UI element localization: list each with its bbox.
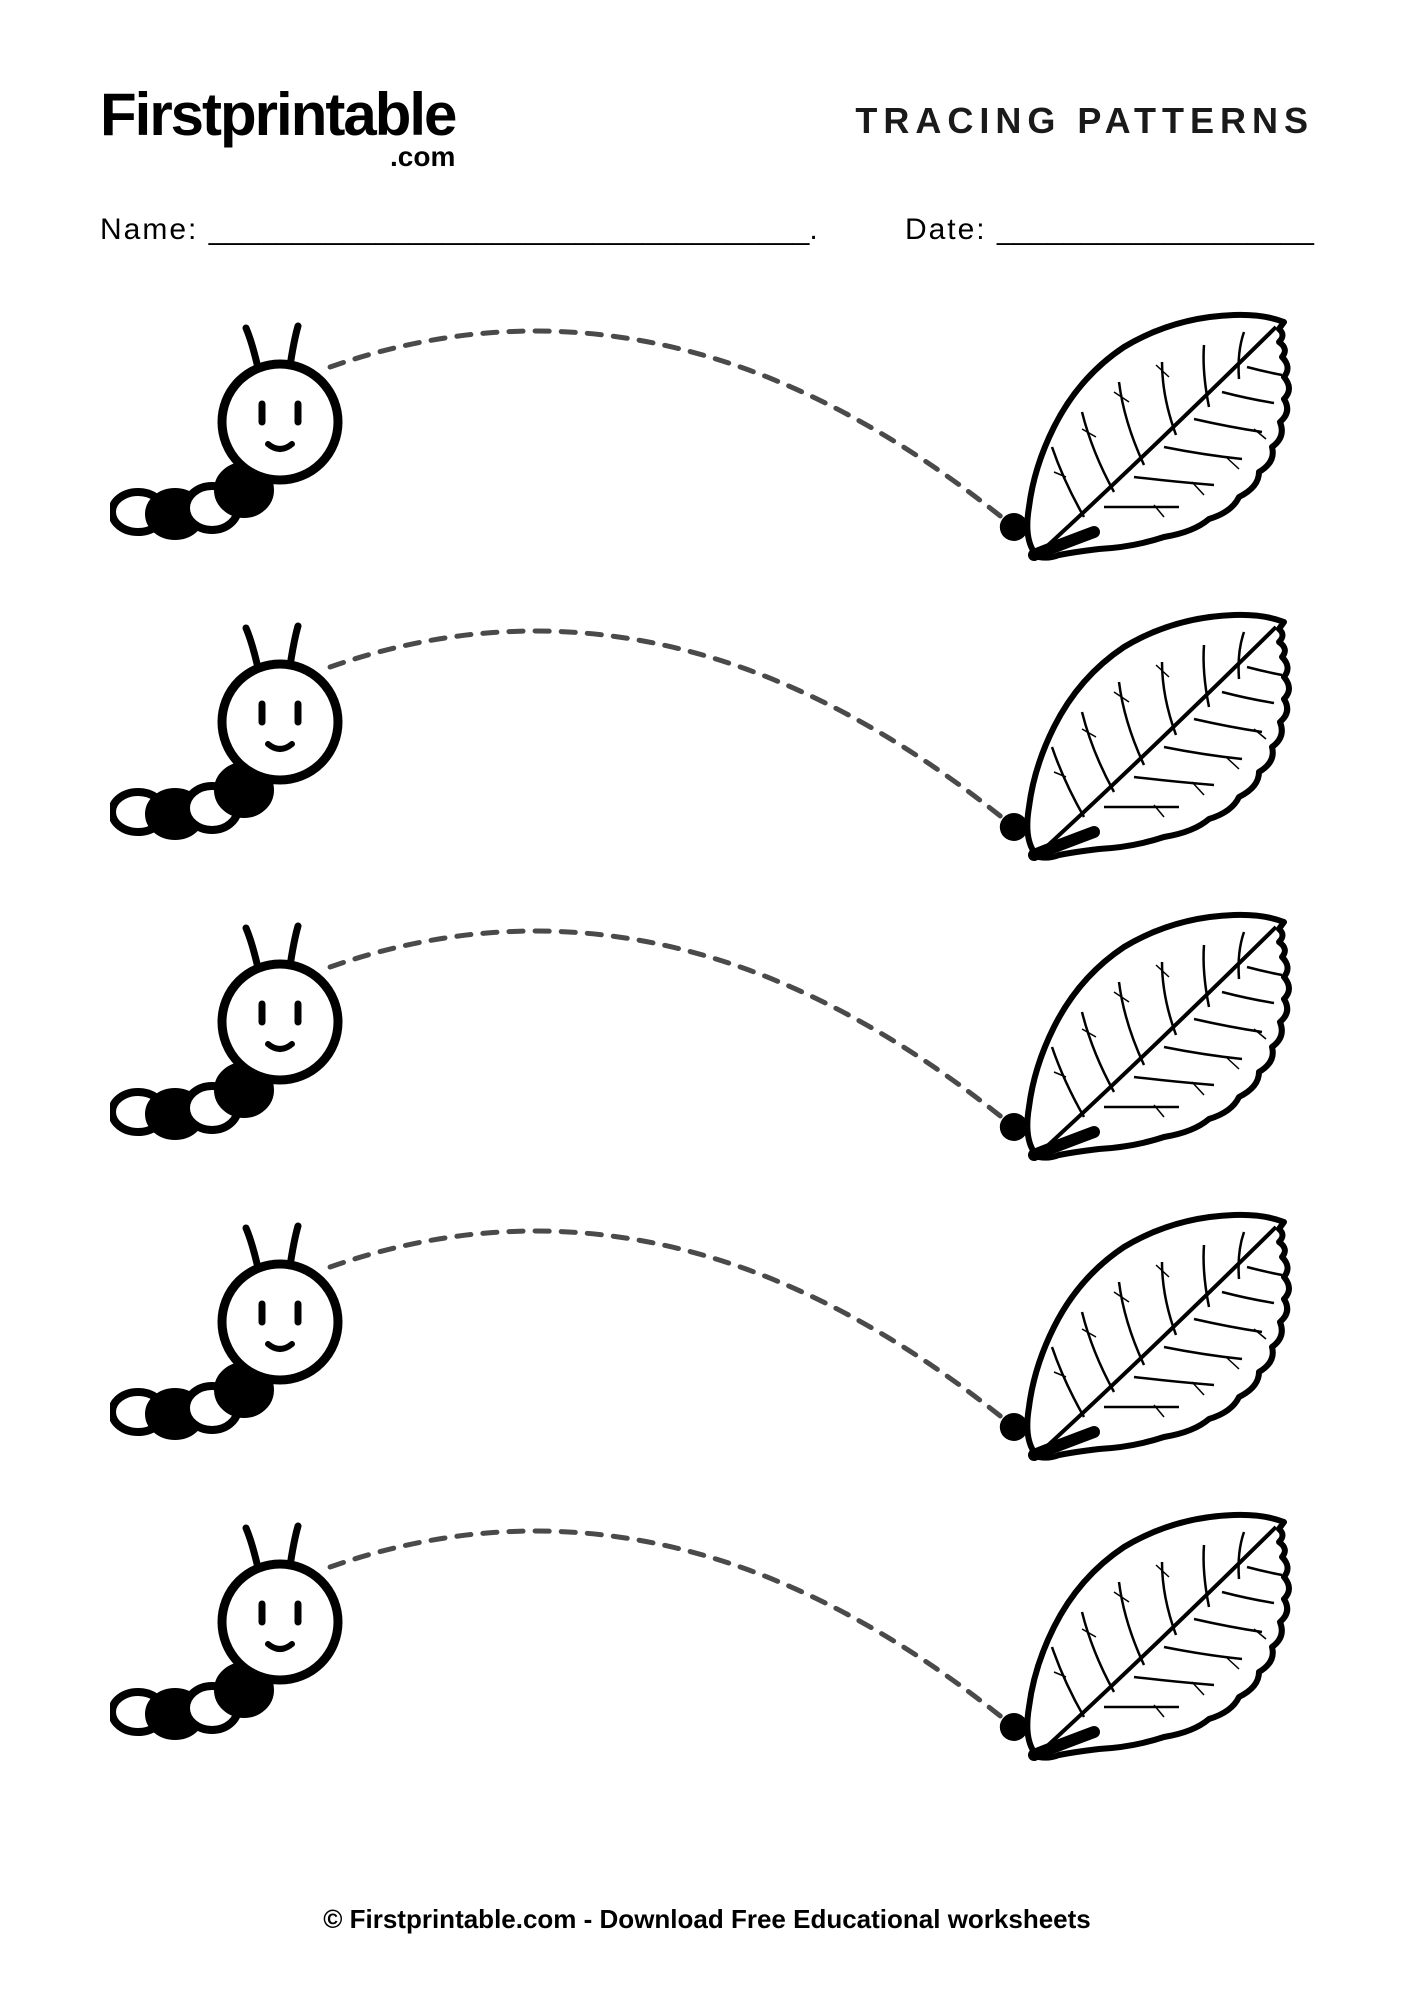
leaf-icon [1004, 607, 1304, 867]
leaf-icon [1004, 907, 1304, 1167]
header: Firstprintable .com TRACING PATTERNS [100, 80, 1314, 173]
leaf-icon [1004, 1507, 1304, 1767]
dashed-arc [330, 631, 1014, 827]
date-field: Date: ___________________ [905, 213, 1314, 247]
dashed-arc [330, 331, 1014, 527]
logo-sub-text: .com [390, 141, 455, 173]
tracing-path-area [310, 307, 1034, 567]
endpoint-dot [1000, 1713, 1028, 1741]
dashed-arc [330, 931, 1014, 1127]
tracing-row [110, 1207, 1304, 1467]
tracing-row [110, 307, 1304, 567]
tracing-path-area [310, 1207, 1034, 1467]
dashed-arc [330, 1531, 1014, 1727]
tracing-path-area [310, 607, 1034, 867]
tracing-row [110, 607, 1304, 867]
name-line: ____________________________________. [209, 213, 818, 246]
fields-row: Name: __________________________________… [100, 213, 1314, 247]
endpoint-dot [1000, 1413, 1028, 1441]
leaf-icon [1004, 1207, 1304, 1467]
page-heading: TRACING PATTERNS [855, 100, 1314, 142]
dashed-arc [330, 1231, 1014, 1427]
tracing-path-area [310, 907, 1034, 1167]
tracing-path-area [310, 1507, 1034, 1767]
logo-main-text: Firstprintable [100, 80, 455, 149]
logo: Firstprintable .com [100, 80, 455, 173]
tracing-row [110, 1507, 1304, 1767]
name-label: Name: [100, 213, 209, 246]
date-line: ___________________ [997, 213, 1314, 246]
date-label: Date: [905, 213, 997, 246]
leaf-icon [1004, 307, 1304, 567]
endpoint-dot [1000, 513, 1028, 541]
tracing-row [110, 907, 1304, 1167]
endpoint-dot [1000, 1113, 1028, 1141]
footer-text: © Firstprintable.com - Download Free Edu… [0, 1904, 1414, 1935]
tracing-rows [100, 307, 1314, 1767]
name-field: Name: __________________________________… [100, 213, 818, 247]
endpoint-dot [1000, 813, 1028, 841]
